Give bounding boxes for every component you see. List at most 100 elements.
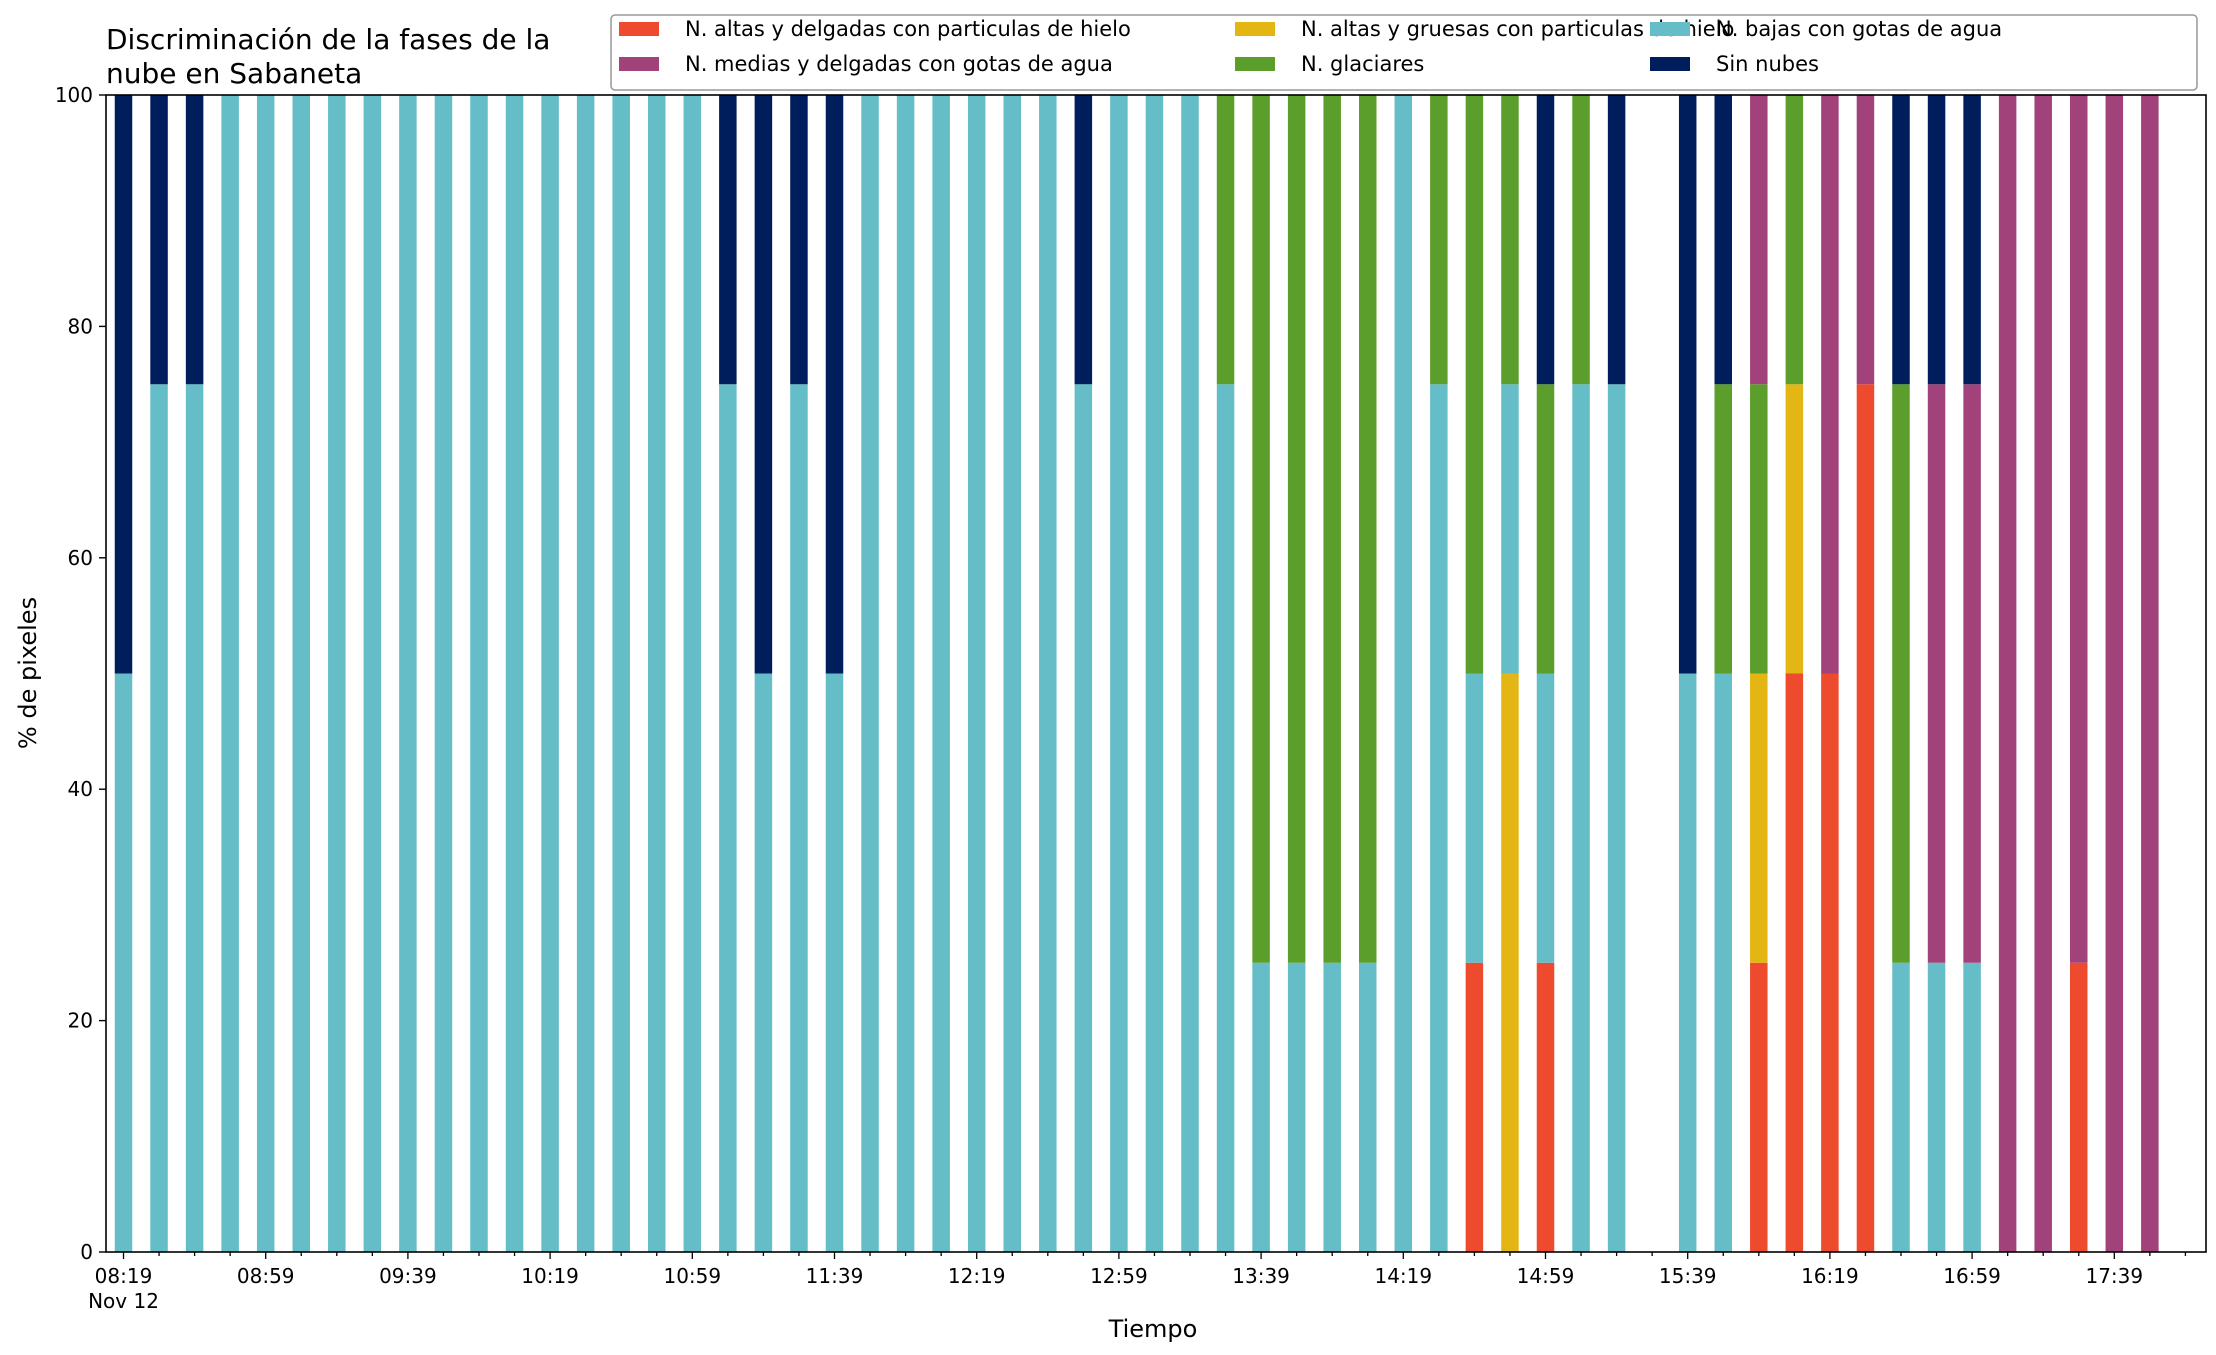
bar-segment-bajas (1252, 962, 1270, 1252)
x-axis-label: Tiempo (1108, 1315, 1198, 1343)
bar-segment-glac (1430, 95, 1448, 385)
bar-segment-bajas (541, 95, 559, 1252)
x-tick-label: 13:39 (1232, 1264, 1290, 1288)
bar-segment-med_del (1998, 95, 2017, 1252)
legend-label-bajas: N. bajas con gotas de agua (1716, 17, 2002, 41)
x-tick-label: 14:19 (1374, 1264, 1432, 1288)
bar-segment-bajas (932, 95, 950, 1252)
x-tick-label: 17:39 (2085, 1264, 2143, 1288)
bar-segment-bajas (1678, 673, 1697, 1252)
bar-segment-bajas (434, 95, 453, 1252)
bar-segment-glac (1216, 95, 1235, 385)
bar-segment-bajas (399, 95, 417, 1252)
chart-title-line-1: Discriminación de la fases de la (106, 23, 550, 56)
bar-segment-alt_del (1856, 384, 1875, 1252)
legend-label-alt_del: N. altas y delgadas con particulas de hi… (685, 17, 1131, 41)
bar-segment-bajas (185, 384, 204, 1252)
bar-segment-alt_gru (1750, 673, 1768, 963)
bar-segment-bajas (1145, 95, 1164, 1252)
bar-segment-alt_del (1750, 962, 1768, 1252)
bar-segment-bajas (1039, 95, 1057, 1252)
bar-segment-glac (1465, 95, 1484, 674)
legend-label-sin: Sin nubes (1716, 52, 1819, 76)
y-tick-label: 0 (80, 1240, 93, 1264)
bar-segment-sin (1714, 95, 1732, 385)
legend-label-med_del: N. medias y delgadas con gotas de agua (685, 52, 1113, 76)
bar-segment-bajas (1572, 384, 1590, 1252)
bar-segment-med_del (1927, 384, 1946, 963)
x-tick-date-label: Nov 12 (88, 1289, 159, 1313)
plot-frame (105, 94, 2207, 1253)
bar-segment-bajas (114, 673, 133, 1252)
x-tick-label: 12:59 (1090, 1264, 1148, 1288)
bars-layer (114, 95, 2159, 1252)
bar-segment-bajas (1963, 962, 1981, 1252)
bar-segment-glac (1714, 384, 1732, 674)
bar-segment-glac (1287, 95, 1306, 963)
bar-segment-bajas (328, 95, 346, 1252)
bar-segment-bajas (648, 95, 666, 1252)
bar-segment-sin (114, 95, 133, 674)
bar-segment-glac (1501, 95, 1519, 385)
bar-segment-med_del (1750, 95, 1768, 385)
bar-segment-sin (754, 95, 773, 674)
bar-segment-sin (719, 95, 737, 385)
chart-title: Discriminación de la fases de la nube en… (106, 23, 550, 90)
bar-segment-bajas (1501, 384, 1519, 674)
bar-segment-bajas (896, 95, 915, 1252)
bar-segment-bajas (1287, 962, 1306, 1252)
bar-segment-glac (1750, 384, 1768, 674)
bar-segment-med_del (1856, 95, 1875, 385)
bar-segment-glac (1572, 95, 1590, 385)
x-tick-label: 11:39 (806, 1264, 864, 1288)
y-tick-label: 20 (68, 1009, 93, 1033)
bar-segment-sin (1892, 95, 1910, 385)
bar-segment-bajas (150, 384, 168, 1252)
bar-segment-sin (1074, 95, 1093, 385)
x-tick-label: 10:19 (521, 1264, 579, 1288)
bar-segment-bajas (861, 95, 879, 1252)
x-tick-label: 09:39 (379, 1264, 437, 1288)
bar-segment-bajas (1074, 384, 1093, 1252)
x-tick-label: 16:59 (1943, 1264, 2001, 1288)
bar-segment-bajas (719, 384, 737, 1252)
bar-segment-alt_del (1785, 673, 1804, 1252)
legend-frame (610, 14, 2198, 91)
bar-segment-alt_gru (1501, 673, 1519, 1252)
bar-segment-bajas (1323, 962, 1341, 1252)
bar-segment-sin (1963, 95, 1981, 385)
bar-segment-bajas (790, 384, 808, 1252)
bar-segment-med_del (2034, 95, 2052, 1252)
bar-segment-bajas (363, 95, 382, 1252)
bar-segment-alt_del (2070, 962, 2088, 1252)
legend-swatch-glac (1235, 57, 1275, 71)
bar-segment-bajas (221, 95, 239, 1252)
bar-segment-med_del (1821, 95, 1839, 674)
bar-segment-sin (1927, 95, 1946, 385)
y-tick-label: 40 (68, 777, 93, 801)
bar-segment-glac (1536, 384, 1555, 674)
bar-segment-bajas (256, 95, 275, 1252)
legend-swatch-alt_gru (1235, 22, 1275, 36)
bar-segment-sin (1678, 95, 1697, 674)
x-tick-label: 16:19 (1801, 1264, 1859, 1288)
legend-swatch-sin (1650, 57, 1690, 71)
x-tick-label: 08:19 (95, 1264, 153, 1288)
bar-segment-bajas (683, 95, 702, 1252)
bar-segment-glac (1252, 95, 1270, 963)
bar-segment-alt_del (1821, 673, 1839, 1252)
bar-segment-bajas (576, 95, 595, 1252)
bar-segment-med_del (1963, 384, 1981, 963)
bar-segment-alt_del (1465, 962, 1484, 1252)
bar-segment-bajas (1430, 384, 1448, 1252)
bar-segment-bajas (1394, 95, 1413, 1252)
bar-segment-bajas (505, 95, 524, 1252)
bar-segment-sin (790, 95, 808, 385)
legend-swatch-med_del (619, 57, 659, 71)
bar-segment-bajas (1536, 673, 1555, 963)
bar-segment-bajas (292, 95, 310, 1252)
bar-segment-sin (1536, 95, 1555, 385)
bar-segment-bajas (612, 95, 630, 1252)
bar-segment-glac (1323, 95, 1341, 963)
